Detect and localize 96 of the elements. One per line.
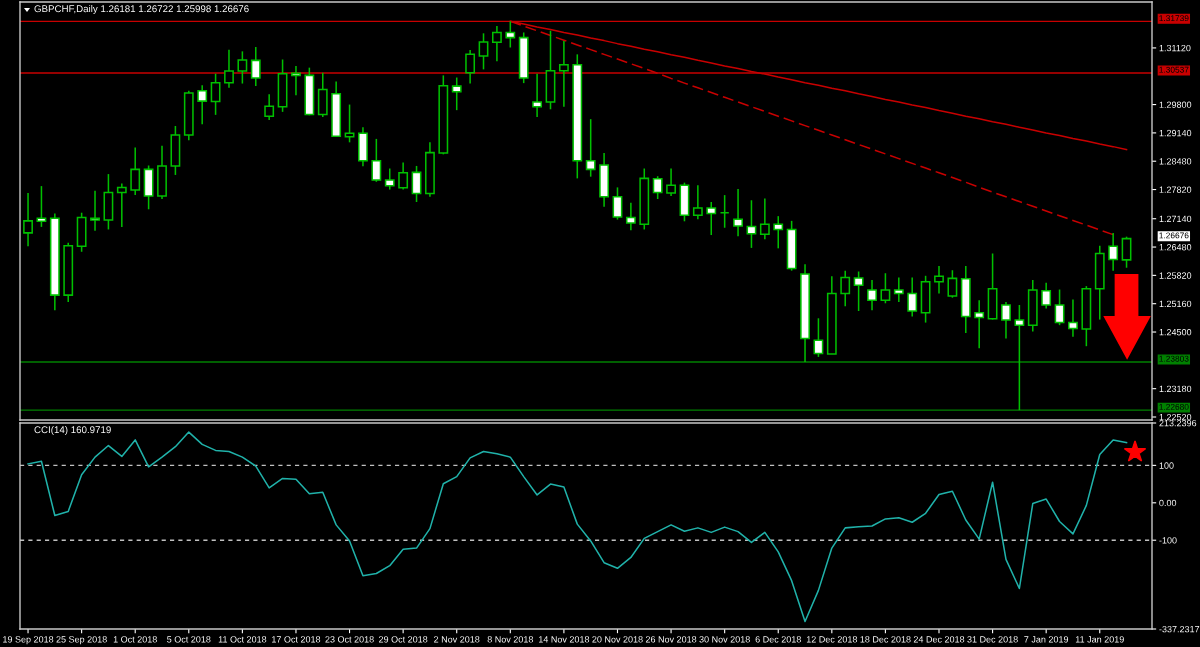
x-tick-label: 31 Dec 2018 (967, 636, 1018, 643)
ref-line-label: 1.23803 (1159, 355, 1189, 362)
text: 1.26676 (1159, 232, 1189, 239)
y-tick-label: 1.27140 (1159, 215, 1192, 223)
x-tick-label: 2 Nov 2018 (434, 636, 480, 643)
candlestick (1054, 288, 1065, 326)
candlestick (398, 161, 409, 191)
candlestick (558, 40, 569, 108)
y-tick-label: 1.25160 (1159, 300, 1192, 308)
candlestick (692, 184, 703, 220)
candlestick (934, 265, 944, 295)
x-tick-label: 18 Dec 2018 (860, 636, 911, 643)
candlestick (237, 50, 248, 85)
candlestick (23, 192, 33, 247)
x-tick-label: 12 Dec 2018 (806, 636, 858, 643)
x-tick-label: 1 Oct 2018 (113, 636, 157, 643)
y-tick-label: 1.28480 (1159, 158, 1192, 165)
x-tick-label: 11 Jan 2019 (1075, 636, 1124, 643)
candlestick (666, 167, 676, 197)
candlestick (947, 269, 958, 299)
y-tick-label: -100 (1159, 537, 1177, 544)
x-tick-label: 29 Oct 2018 (379, 636, 428, 643)
candlestick (773, 215, 784, 250)
candlestick (505, 20, 516, 49)
candlestick (733, 188, 743, 238)
candlestick (1001, 301, 1011, 340)
y-tick-label: 1.22520 (1159, 413, 1192, 421)
candlestick (90, 190, 100, 232)
x-tick-label: 7 Jan 2019 (1024, 636, 1069, 643)
y-tick-label: 100 (1159, 462, 1174, 469)
candlestick (853, 270, 864, 312)
candlestick (840, 269, 851, 308)
y-tick-label: 1.25820 (1159, 272, 1192, 279)
candlestick (974, 299, 985, 350)
x-tick-label: 17 Oct 2018 (272, 636, 321, 643)
candlestick (625, 202, 636, 232)
x-tick-label: 19 Sep 2018 (3, 636, 54, 645)
candlestick (491, 25, 502, 62)
candlestick (250, 46, 261, 87)
x-tick-label: 25 Sep 2018 (56, 636, 107, 645)
candlestick (478, 32, 489, 71)
candlestick (384, 167, 395, 191)
candlestick (224, 48, 234, 89)
candlestick (746, 199, 757, 249)
x-tick-label: 23 Oct 2018 (325, 636, 374, 643)
candlestick (759, 197, 770, 241)
candlestick (465, 49, 476, 85)
candlestick (706, 201, 717, 236)
candlestick (1068, 298, 1078, 338)
candlestick (264, 93, 275, 121)
candlestick (652, 175, 663, 200)
candlestick (451, 76, 462, 111)
candlestick (197, 84, 208, 126)
y-tick-label: 1.29800 (1159, 101, 1192, 108)
y-tick-label: 1.27820 (1159, 186, 1192, 193)
candlestick (344, 103, 355, 144)
x-tick-label: 6 Dec 2018 (755, 636, 801, 643)
candlestick (371, 138, 382, 183)
y-tick-label: -337.2317 (1159, 625, 1200, 633)
candlestick (867, 279, 877, 311)
y-tick-label: 1.23180 (1159, 385, 1192, 393)
candlestick (1108, 232, 1119, 272)
x-tick-label: 26 Nov 2018 (645, 636, 697, 643)
x-tick-label: 24 Dec 2018 (913, 636, 965, 643)
y-tick-label: 1.24500 (1159, 328, 1192, 336)
candlestick (291, 65, 301, 96)
x-tick-label: 20 Nov 2018 (592, 636, 643, 643)
candlestick (1041, 281, 1052, 310)
candlestick (813, 317, 824, 358)
candlestick (585, 118, 596, 178)
candlestick (612, 186, 623, 221)
x-tick-label: 30 Nov 2018 (699, 636, 750, 643)
x-tick-label: 5 Oct 2018 (167, 636, 211, 643)
candlestick (907, 276, 918, 318)
y-tick-label: 1.26480 (1159, 244, 1192, 251)
chart-title: CCI(14) 160.9719 (34, 426, 111, 436)
ref-line-label: 1.30537 (1159, 66, 1189, 73)
x-tick-label: 14 Nov 2018 (538, 636, 590, 643)
y-tick-label: 213.2396 (1159, 419, 1197, 427)
y-tick-label: 1.29140 (1159, 129, 1192, 137)
y-tick-label: 1.31120 (1159, 44, 1191, 52)
candlestick (1121, 235, 1132, 269)
candlestick (1014, 304, 1025, 411)
candlestick (411, 165, 422, 203)
candlestick (893, 276, 904, 303)
x-tick-label: 11 Oct 2018 (218, 636, 267, 643)
candlestick (210, 72, 221, 116)
ref-line-label: 1.22680 (1159, 403, 1189, 410)
candlestick (532, 72, 543, 118)
candlestick (116, 182, 127, 228)
y-tick-label: 0.00 (1159, 499, 1177, 507)
ref-line-label: 1.31739 (1159, 15, 1189, 22)
chart-title: GBPCHF,Daily 1.26181 1.26722 1.25998 1.26676 (34, 5, 249, 15)
x-tick-label: 8 Nov 2018 (487, 636, 534, 643)
candlestick (880, 272, 891, 305)
candlestick (130, 146, 141, 196)
